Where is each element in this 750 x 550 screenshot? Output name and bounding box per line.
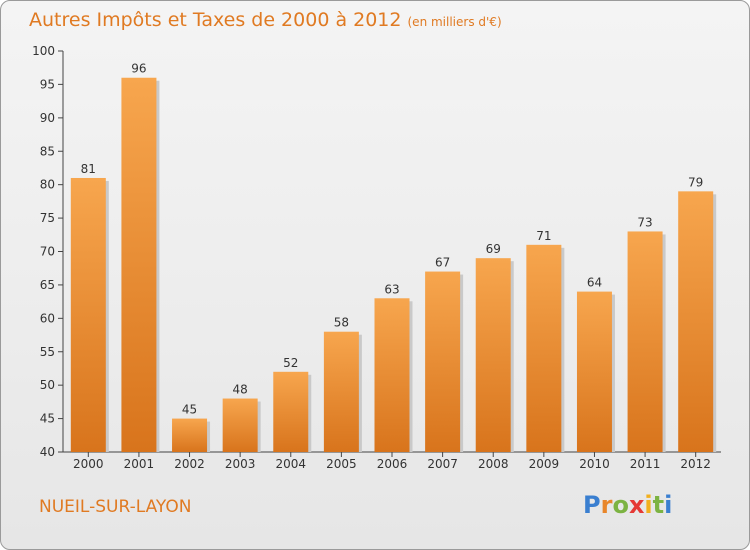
logo-letter: r xyxy=(600,491,613,519)
bar-value-label: 79 xyxy=(688,175,703,189)
bar xyxy=(627,231,663,452)
y-tick-label: 95 xyxy=(40,77,55,91)
x-tick-label: 2003 xyxy=(225,457,256,471)
title-text: Autres Impôts et Taxes de 2000 à 2012 xyxy=(29,9,402,31)
y-tick-label: 45 xyxy=(40,412,55,426)
y-tick-label: 55 xyxy=(40,345,55,359)
bar xyxy=(425,271,461,452)
city-name: NUEIL-SUR-LAYON xyxy=(39,497,192,517)
bar-value-label: 48 xyxy=(233,383,248,397)
bar-value-label: 63 xyxy=(384,282,399,296)
chart-title: Autres Impôts et Taxes de 2000 à 2012 (en… xyxy=(29,9,502,31)
bar-value-label: 64 xyxy=(587,276,602,290)
bar-value-label: 96 xyxy=(131,62,146,76)
unit-label: (en milliers d'€) xyxy=(407,15,502,29)
x-tick-label: 2008 xyxy=(478,457,509,471)
bar xyxy=(526,244,562,452)
bar-value-label: 71 xyxy=(536,229,551,243)
y-tick-label: 90 xyxy=(40,111,55,125)
logo-letter: i xyxy=(664,491,673,519)
bar xyxy=(121,77,157,452)
logo-letter: P xyxy=(583,491,601,519)
y-tick-label: 40 xyxy=(40,445,55,459)
x-tick-label: 2006 xyxy=(377,457,408,471)
logo-letter: t xyxy=(652,491,665,519)
bar xyxy=(678,191,714,452)
y-tick-label: 65 xyxy=(40,278,55,292)
bar-value-label: 81 xyxy=(81,162,96,176)
bar-value-label: 73 xyxy=(637,215,652,229)
bar xyxy=(70,177,106,452)
x-tick-label: 2010 xyxy=(579,457,610,471)
x-tick-label: 2009 xyxy=(529,457,560,471)
x-tick-label: 2012 xyxy=(680,457,711,471)
y-tick-label: 75 xyxy=(40,211,55,225)
bar xyxy=(273,371,309,452)
bar-value-label: 45 xyxy=(182,403,197,417)
x-tick-label: 2004 xyxy=(275,457,306,471)
y-tick-label: 100 xyxy=(32,44,55,58)
bar xyxy=(172,418,208,452)
x-tick-label: 2001 xyxy=(124,457,155,471)
x-tick-label: 2011 xyxy=(630,457,661,471)
bar-value-label: 67 xyxy=(435,256,450,270)
logo-letter: x xyxy=(628,491,645,519)
y-tick-label: 70 xyxy=(40,245,55,259)
y-tick-label: 85 xyxy=(40,144,55,158)
bar-value-label: 69 xyxy=(486,242,501,256)
y-tick-label: 60 xyxy=(40,311,55,325)
bars: 81 96 45 48 52 58 63 67 69 71 64 73 79 xyxy=(70,62,717,452)
bar xyxy=(222,398,258,452)
bar xyxy=(374,298,410,452)
bar-value-label: 58 xyxy=(334,316,349,330)
y-tick-label: 80 xyxy=(40,178,55,192)
bar xyxy=(475,258,511,452)
y-tick-label: 50 xyxy=(40,378,55,392)
x-tick-label: 2007 xyxy=(427,457,458,471)
x-tick-label: 2000 xyxy=(73,457,104,471)
logo-letter: o xyxy=(612,491,629,519)
x-tick-label: 2005 xyxy=(326,457,357,471)
logo-letter: i xyxy=(644,491,653,519)
bar xyxy=(323,331,359,452)
proxiti-logo: Proxiti xyxy=(583,491,672,519)
x-tick-label: 2002 xyxy=(174,457,205,471)
bar xyxy=(576,291,612,452)
bar-value-label: 52 xyxy=(283,356,298,370)
